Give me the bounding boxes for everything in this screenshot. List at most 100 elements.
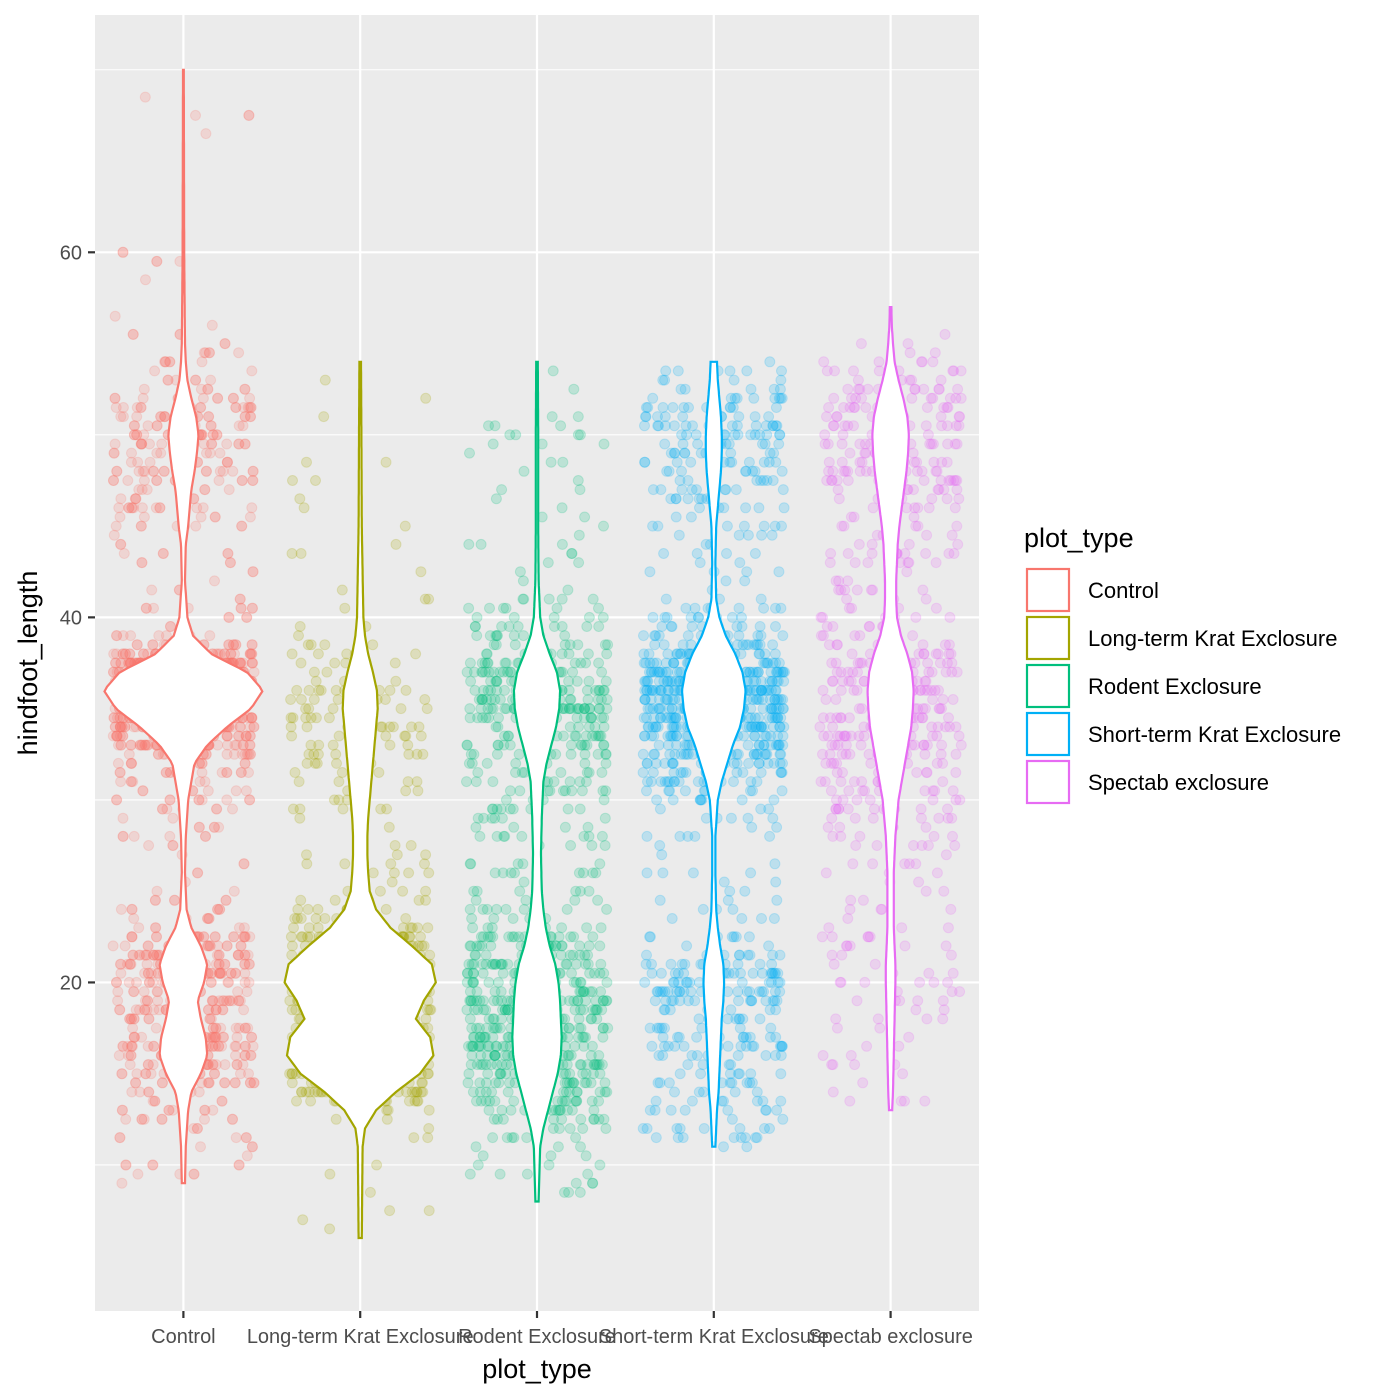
jitter-point xyxy=(113,502,125,514)
jitter-point xyxy=(559,639,571,651)
jitter-point xyxy=(192,867,204,879)
jitter-point xyxy=(125,1050,137,1061)
jitter-point xyxy=(657,1050,669,1061)
jitter-point xyxy=(847,666,859,678)
jitter-point xyxy=(667,794,679,806)
jitter-point xyxy=(423,1104,435,1116)
jitter-point xyxy=(114,511,126,523)
jitter-point xyxy=(600,748,612,760)
jitter-point xyxy=(575,1022,587,1034)
jitter-point xyxy=(657,1031,669,1043)
jitter-point xyxy=(512,621,524,632)
jitter-point xyxy=(139,91,151,103)
jitter-point xyxy=(580,1150,592,1162)
jitter-point xyxy=(130,1077,142,1089)
jitter-point xyxy=(669,447,681,459)
jitter-point xyxy=(849,557,861,569)
jitter-point xyxy=(601,976,613,988)
jitter-point xyxy=(827,420,839,432)
jitter-point xyxy=(495,986,507,998)
jitter-point xyxy=(212,739,224,751)
jitter-point xyxy=(496,958,507,970)
jitter-point xyxy=(769,648,781,660)
jitter-point xyxy=(330,684,342,696)
jitter-point xyxy=(491,684,503,696)
jitter-point xyxy=(149,894,161,906)
jitter-point xyxy=(746,995,758,1007)
jitter-point xyxy=(641,785,652,797)
jitter-point xyxy=(743,456,755,468)
jitter-point xyxy=(471,885,483,897)
jitter-point xyxy=(119,940,131,952)
jitter-point xyxy=(310,675,322,687)
jitter-point xyxy=(413,721,425,733)
jitter-point xyxy=(817,1050,829,1061)
jitter-point xyxy=(116,1104,128,1116)
jitter-point xyxy=(324,1223,336,1235)
jitter-point xyxy=(825,548,837,559)
jitter-point xyxy=(225,967,237,979)
jitter-point xyxy=(867,584,879,596)
jitter-point xyxy=(111,976,122,988)
jitter-point xyxy=(243,1068,254,1080)
jitter-point xyxy=(910,1004,922,1016)
jitter-point xyxy=(162,374,174,386)
jitter-point xyxy=(921,529,933,541)
jitter-point xyxy=(826,812,838,824)
jitter-point xyxy=(219,338,231,350)
jitter-point xyxy=(842,803,854,815)
jitter-point xyxy=(196,757,208,769)
jitter-point xyxy=(382,1104,394,1116)
jitter-point xyxy=(219,648,230,660)
jitter-point xyxy=(128,986,140,998)
jitter-point xyxy=(464,1013,476,1025)
jitter-point xyxy=(931,867,943,879)
x-axis-title: plot_type xyxy=(482,1354,592,1384)
jitter-point xyxy=(469,621,481,632)
jitter-point xyxy=(572,429,584,441)
jitter-point xyxy=(203,347,215,359)
jitter-point xyxy=(753,757,765,769)
jitter-point xyxy=(578,1040,590,1052)
jitter-point xyxy=(849,812,861,824)
jitter-point xyxy=(125,1013,137,1025)
jitter-point xyxy=(601,1086,613,1098)
jitter-point xyxy=(117,1040,129,1052)
jitter-point xyxy=(154,502,166,514)
jitter-point xyxy=(746,1077,758,1089)
jitter-point xyxy=(241,1150,253,1162)
jitter-point xyxy=(463,1068,475,1080)
jitter-point xyxy=(472,1159,484,1171)
jitter-point xyxy=(480,1059,492,1071)
legend-label: Control xyxy=(1088,578,1159,603)
jitter-point xyxy=(497,1113,509,1125)
jitter-point xyxy=(598,712,610,724)
jitter-point xyxy=(749,548,761,559)
jitter-point xyxy=(240,730,252,742)
jitter-point xyxy=(136,438,148,450)
jitter-point xyxy=(223,484,235,496)
jitter-point xyxy=(494,666,506,678)
jitter-point xyxy=(745,867,757,879)
jitter-point xyxy=(725,812,737,824)
jitter-point xyxy=(845,730,857,742)
jitter-point xyxy=(638,630,649,642)
jitter-point xyxy=(580,958,591,970)
jitter-point xyxy=(212,392,224,404)
jitter-point xyxy=(470,821,482,833)
jitter-point xyxy=(945,648,957,660)
jitter-point xyxy=(564,1123,576,1134)
jitter-point xyxy=(213,995,225,1007)
jitter-point xyxy=(199,1104,211,1116)
jitter-point xyxy=(206,995,218,1007)
jitter-point xyxy=(286,1068,298,1080)
jitter-point xyxy=(945,949,957,961)
jitter-point xyxy=(866,538,878,550)
jitter-point xyxy=(207,995,219,1007)
jitter-point xyxy=(920,548,932,559)
jitter-point xyxy=(497,666,509,678)
jitter-point xyxy=(777,757,788,769)
jitter-point xyxy=(302,903,314,915)
jitter-point xyxy=(647,392,659,404)
jitter-point xyxy=(861,1040,873,1052)
